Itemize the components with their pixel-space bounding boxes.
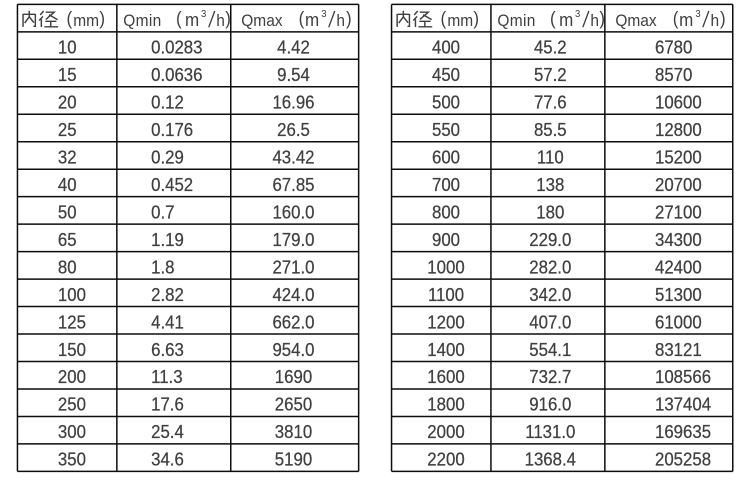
svg-text:77.6: 77.6 xyxy=(534,92,567,113)
svg-text:11.3: 11.3 xyxy=(151,366,183,387)
svg-text:900: 900 xyxy=(432,229,460,250)
svg-text:424.0: 424.0 xyxy=(272,284,314,305)
svg-text:80: 80 xyxy=(58,256,77,277)
svg-text:271.0: 271.0 xyxy=(272,256,314,277)
svg-text:9.54: 9.54 xyxy=(277,64,310,85)
svg-text:300: 300 xyxy=(58,421,86,442)
svg-text:5190: 5190 xyxy=(275,449,312,470)
svg-text:42400: 42400 xyxy=(655,256,702,277)
svg-text:15200: 15200 xyxy=(655,147,702,168)
svg-text:600: 600 xyxy=(432,147,460,168)
svg-text:32: 32 xyxy=(58,147,77,168)
svg-text:8570: 8570 xyxy=(655,64,692,85)
svg-text:2.82: 2.82 xyxy=(151,284,184,305)
svg-text:732.7: 732.7 xyxy=(529,366,571,387)
svg-text:50: 50 xyxy=(58,202,77,223)
svg-text:0.12: 0.12 xyxy=(151,92,184,113)
svg-text:1368.4: 1368.4 xyxy=(525,449,576,470)
svg-text:25: 25 xyxy=(58,119,77,140)
svg-text:100: 100 xyxy=(58,284,86,305)
svg-text:1200: 1200 xyxy=(427,311,464,332)
svg-text:27100: 27100 xyxy=(655,202,702,223)
svg-text:2200: 2200 xyxy=(427,449,464,470)
svg-text:34300: 34300 xyxy=(655,229,702,250)
svg-text:2000: 2000 xyxy=(427,421,464,442)
svg-text:0.7: 0.7 xyxy=(151,202,174,223)
svg-text:26.5: 26.5 xyxy=(277,119,310,140)
svg-text:67.85: 67.85 xyxy=(272,174,314,195)
svg-text:57.2: 57.2 xyxy=(534,64,567,85)
svg-text:51300: 51300 xyxy=(655,284,702,305)
svg-text:1690: 1690 xyxy=(275,366,312,387)
svg-text:20700: 20700 xyxy=(655,174,702,195)
svg-text:179.0: 179.0 xyxy=(272,229,314,250)
svg-text:16.96: 16.96 xyxy=(272,92,314,113)
svg-text:160.0: 160.0 xyxy=(272,202,314,223)
svg-text:3810: 3810 xyxy=(275,421,312,442)
svg-text:400: 400 xyxy=(432,37,460,58)
svg-text:138: 138 xyxy=(536,174,564,195)
svg-text:500: 500 xyxy=(432,92,460,113)
svg-text:2650: 2650 xyxy=(275,394,312,415)
svg-text:0.0636: 0.0636 xyxy=(151,64,202,85)
svg-text:1000: 1000 xyxy=(427,256,464,277)
svg-text:169635: 169635 xyxy=(655,421,711,442)
svg-text:1800: 1800 xyxy=(427,394,464,415)
svg-text:0.452: 0.452 xyxy=(151,174,193,195)
svg-text:1.19: 1.19 xyxy=(151,229,184,250)
svg-text:61000: 61000 xyxy=(655,311,702,332)
svg-text:450: 450 xyxy=(432,64,460,85)
svg-text:110: 110 xyxy=(537,147,564,168)
svg-text:554.1: 554.1 xyxy=(529,339,571,360)
svg-text:350: 350 xyxy=(58,449,86,470)
svg-text:40: 40 xyxy=(58,174,77,195)
svg-text:0.176: 0.176 xyxy=(151,119,193,140)
svg-text:85.5: 85.5 xyxy=(534,119,567,140)
svg-text:12800: 12800 xyxy=(655,119,702,140)
svg-text:10600: 10600 xyxy=(655,92,702,113)
svg-text:108566: 108566 xyxy=(655,366,711,387)
svg-text:954.0: 954.0 xyxy=(272,339,314,360)
svg-text:125: 125 xyxy=(58,311,86,332)
svg-text:407.0: 407.0 xyxy=(529,311,571,332)
svg-text:662.0: 662.0 xyxy=(272,311,314,332)
svg-text:200: 200 xyxy=(58,366,86,387)
svg-text:20: 20 xyxy=(58,92,77,113)
svg-text:65: 65 xyxy=(58,229,77,250)
svg-text:137404: 137404 xyxy=(655,394,711,415)
svg-text:6780: 6780 xyxy=(655,37,692,58)
svg-text:0.29: 0.29 xyxy=(151,147,184,168)
svg-text:1100: 1100 xyxy=(428,284,464,305)
svg-text:1600: 1600 xyxy=(427,366,464,387)
svg-text:150: 150 xyxy=(58,339,86,360)
svg-text:6.63: 6.63 xyxy=(151,339,184,360)
svg-text:83121: 83121 xyxy=(655,339,702,360)
svg-text:550: 550 xyxy=(432,119,460,140)
svg-text:229.0: 229.0 xyxy=(529,229,571,250)
svg-text:34.6: 34.6 xyxy=(151,449,184,470)
svg-text:916.0: 916.0 xyxy=(529,394,571,415)
svg-text:342.0: 342.0 xyxy=(529,284,571,305)
svg-text:800: 800 xyxy=(432,202,460,223)
svg-text:1400: 1400 xyxy=(427,339,464,360)
svg-text:10: 10 xyxy=(58,37,77,58)
svg-text:15: 15 xyxy=(58,64,77,85)
svg-text:25.4: 25.4 xyxy=(151,421,184,442)
svg-text:1.8: 1.8 xyxy=(151,256,174,277)
svg-text:4.42: 4.42 xyxy=(277,37,310,58)
svg-text:250: 250 xyxy=(58,394,86,415)
svg-text:1131.0: 1131.0 xyxy=(525,421,575,442)
svg-text:4.41: 4.41 xyxy=(151,311,184,332)
svg-text:17.6: 17.6 xyxy=(151,394,184,415)
svg-text:0.0283: 0.0283 xyxy=(151,37,202,58)
svg-text:282.0: 282.0 xyxy=(529,256,571,277)
svg-text:700: 700 xyxy=(432,174,460,195)
svg-text:180: 180 xyxy=(536,202,564,223)
svg-text:205258: 205258 xyxy=(655,449,711,470)
svg-text:45.2: 45.2 xyxy=(534,37,567,58)
svg-text:43.42: 43.42 xyxy=(272,147,314,168)
